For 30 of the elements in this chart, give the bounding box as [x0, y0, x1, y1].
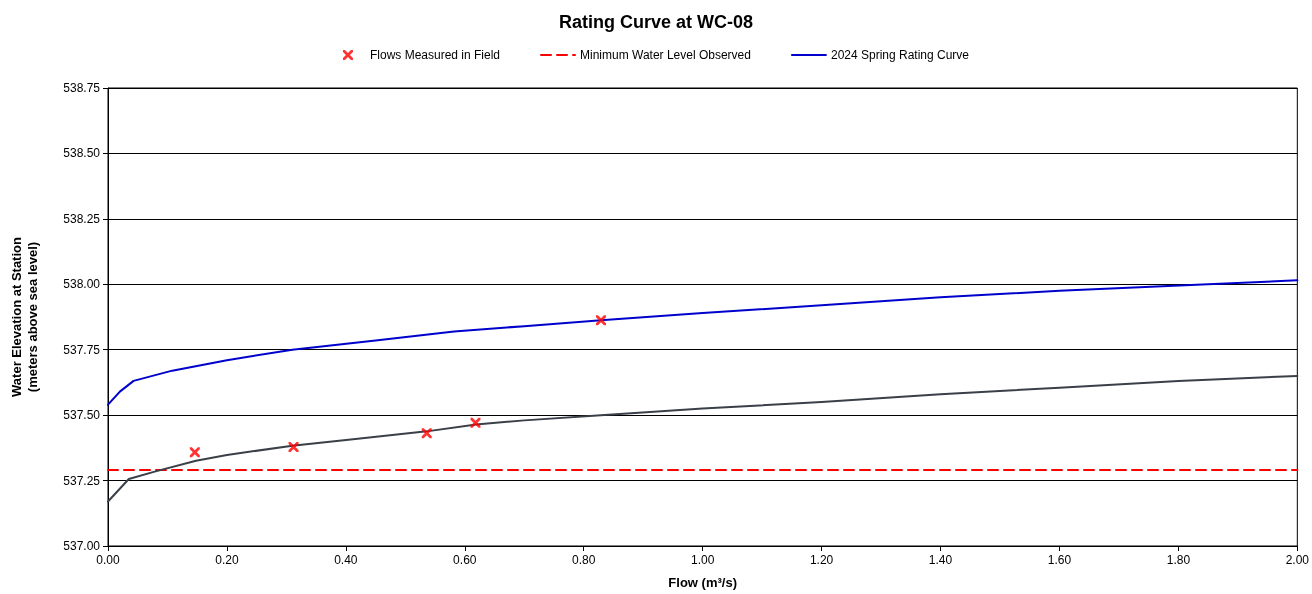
point: [421, 428, 432, 439]
y-tick-label: 537.75: [63, 342, 101, 357]
y-tick-label: 537.25: [63, 473, 101, 488]
legend-label: Flows Measured in Field: [369, 48, 501, 62]
chart-title: Rating Curve at WC-08: [558, 12, 754, 32]
x-axis-title: Flow (m³/s): [668, 575, 737, 590]
x-tick-label: 0.60: [453, 553, 477, 567]
legend-label: 2024 Spring Rating Curve: [830, 48, 970, 62]
x-tick-label: 1.60: [1047, 553, 1072, 567]
x-tick-label: 0.00: [96, 553, 120, 567]
x-tick-label: 1.80: [1166, 553, 1191, 567]
x-tick-label: 2.00: [1285, 553, 1310, 567]
y-tick-label: 537.00: [63, 539, 101, 553]
x-tick-label: 1.20: [809, 553, 834, 567]
x-tick-label: 1.00: [690, 553, 715, 567]
x-tick-label: 0.40: [334, 553, 358, 567]
point: [595, 315, 606, 326]
point: [288, 442, 299, 453]
x-tick-label: 1.40: [928, 553, 953, 567]
point: [470, 417, 481, 428]
point: [189, 447, 200, 458]
y-axis-title: Water Elevation at Station (meters above sea level): [8, 237, 40, 397]
x-tick-label: 0.20: [215, 553, 239, 567]
y-tick-label: 538.75: [63, 81, 101, 95]
y-tick-label: 538.00: [63, 277, 101, 292]
legend-label: Minimum Water Level Observed: [580, 48, 751, 62]
y-tick-label: 537.50: [63, 408, 101, 423]
y-tick-label: 538.50: [63, 146, 101, 161]
x-tick-label: 0.80: [572, 553, 596, 567]
y-tick-label: 538.25: [63, 211, 101, 226]
